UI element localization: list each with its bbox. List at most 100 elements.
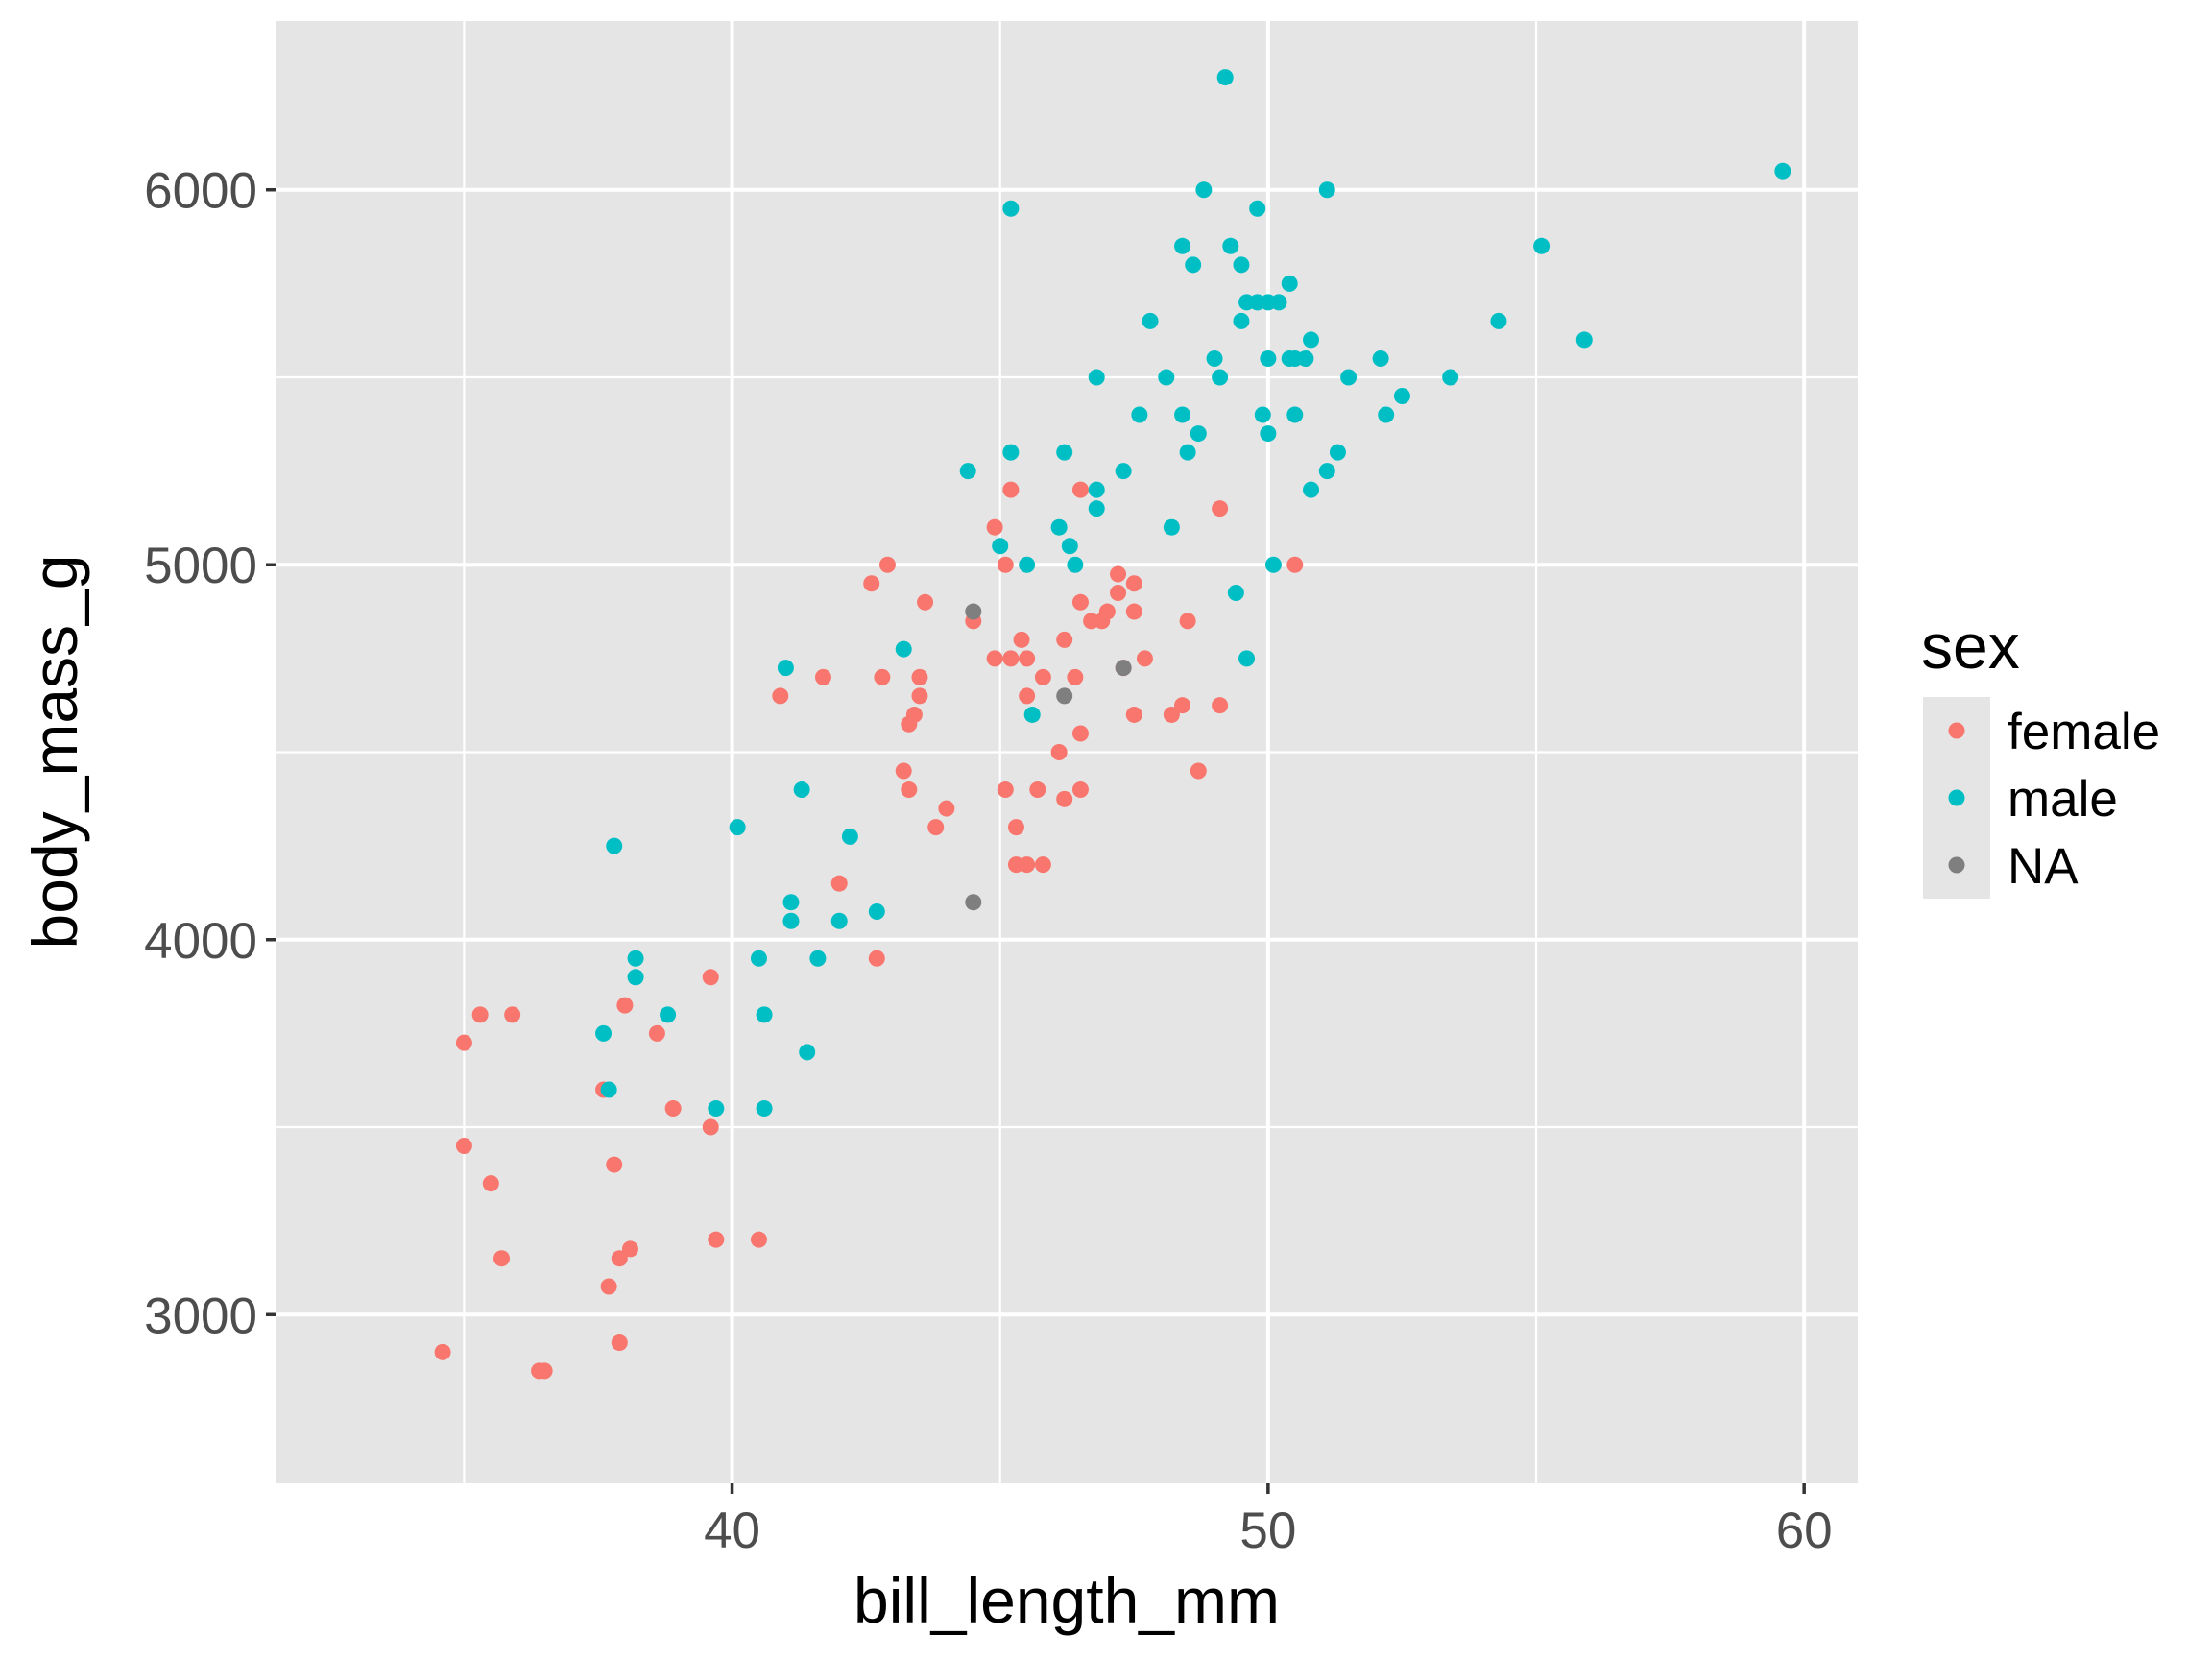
data-point-female [1056, 631, 1073, 648]
legend-title: sex [1921, 611, 2020, 682]
data-point-male [841, 828, 858, 845]
data-point-male [1442, 369, 1459, 386]
data-point-female [611, 1334, 628, 1352]
data-point-female [708, 1231, 725, 1248]
data-point-na [1115, 660, 1132, 677]
data-point-male [1067, 556, 1084, 573]
data-point-female [997, 781, 1014, 799]
data-point-female [664, 1099, 682, 1117]
data-point-female [482, 1175, 499, 1192]
data-point-female [868, 950, 885, 967]
data-point-male [750, 950, 767, 967]
legend-key-na [1948, 856, 1965, 874]
data-point-female [1002, 481, 1020, 498]
data-point-female [830, 875, 848, 892]
data-point-male [1002, 444, 1020, 461]
data-point-male [1233, 312, 1250, 329]
data-point-male [777, 660, 794, 677]
data-point-female [1029, 781, 1046, 799]
data-point-female [1071, 593, 1089, 611]
data-point-male [595, 1024, 613, 1042]
data-points [434, 69, 1791, 1380]
data-point-female [1071, 781, 1089, 799]
data-point-female [986, 518, 1003, 536]
data-point-male [830, 912, 848, 929]
data-point-female [986, 650, 1003, 667]
data-point-female [1034, 668, 1051, 685]
data-point-female [1034, 856, 1051, 874]
data-point-male [1002, 200, 1020, 217]
data-point-male [793, 781, 810, 799]
data-point-female [471, 1006, 489, 1023]
data-point-na [965, 894, 982, 911]
data-point-male [1303, 481, 1320, 498]
data-point-male [1088, 500, 1105, 517]
data-point-male [1158, 369, 1175, 386]
data-point-male [1575, 331, 1593, 349]
data-point-male [1174, 237, 1191, 254]
data-point-male [1303, 331, 1320, 349]
x-axis-title: bill_length_mm [854, 1565, 1280, 1636]
data-point-female [1136, 650, 1153, 667]
major-gridlines [276, 21, 1858, 1483]
legend-label-female: female [2008, 704, 2160, 760]
data-point-male [868, 902, 885, 920]
data-point-male [1222, 237, 1239, 254]
data-point-female [1163, 706, 1180, 723]
data-point-female [1110, 565, 1127, 583]
data-point-female [702, 969, 719, 986]
y-tick-label: 5000 [144, 538, 257, 594]
data-point-male [1286, 406, 1304, 423]
data-point-male [782, 894, 800, 911]
data-point-male [1774, 162, 1791, 180]
data-point-female [878, 556, 896, 573]
data-point-male [1142, 312, 1159, 329]
legend: sex female male NA [1921, 611, 2160, 899]
data-point-female [1125, 603, 1142, 620]
data-point-male [809, 950, 827, 967]
data-point-male [1329, 444, 1346, 461]
legend-label-na: NA [2008, 838, 2079, 895]
data-point-female [1067, 668, 1084, 685]
data-point-female [1212, 697, 1229, 714]
data-point-female [814, 668, 831, 685]
data-point-female [1002, 650, 1020, 667]
data-point-female [927, 819, 945, 836]
data-point-female [702, 1118, 719, 1136]
data-point-female [938, 800, 955, 817]
axis-ticks: 40 50 60 3000 4000 5000 6000 [144, 163, 1833, 1559]
data-point-female [434, 1343, 451, 1360]
data-point-male [600, 1081, 617, 1098]
data-point-female [874, 668, 891, 685]
data-point-male [729, 819, 746, 836]
data-point-male [606, 837, 623, 854]
data-point-male [1260, 349, 1277, 367]
data-point-female [1019, 687, 1036, 705]
data-point-female [905, 706, 923, 723]
data-point-female [455, 1138, 472, 1155]
data-point-male [756, 1099, 773, 1117]
data-point-female [616, 997, 634, 1014]
data-point-male [1056, 444, 1073, 461]
data-point-female [1125, 706, 1142, 723]
data-point-female [600, 1278, 617, 1295]
data-point-female [493, 1250, 510, 1267]
data-point-male [1254, 406, 1271, 423]
data-point-female [1286, 556, 1304, 573]
data-point-male [1270, 294, 1287, 311]
data-point-male [1318, 463, 1335, 480]
data-point-male [1318, 181, 1335, 199]
data-point-male [1393, 388, 1410, 405]
data-point-male [1195, 181, 1213, 199]
data-point-male [1281, 275, 1298, 292]
data-point-male [627, 969, 644, 986]
legend-label-male: male [2008, 771, 2118, 828]
data-point-male [1163, 518, 1180, 536]
data-point-male [1490, 312, 1507, 329]
data-point-male [959, 463, 976, 480]
data-point-male [660, 1006, 677, 1023]
data-point-male [1249, 200, 1266, 217]
data-point-female [1179, 613, 1196, 630]
y-axis-title: body_mass_g [19, 555, 90, 950]
